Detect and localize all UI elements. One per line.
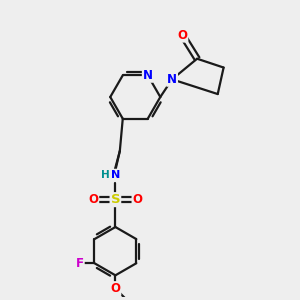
Text: N: N [111, 169, 120, 180]
Text: O: O [133, 193, 142, 206]
Text: O: O [177, 29, 188, 42]
Text: S: S [111, 193, 120, 206]
Text: N: N [103, 171, 113, 181]
Text: H: H [101, 169, 110, 180]
Text: N: N [143, 69, 153, 82]
Text: F: F [76, 257, 84, 270]
Text: O: O [88, 193, 98, 206]
Text: N: N [167, 73, 177, 86]
Text: H: H [105, 171, 114, 181]
Text: O: O [110, 282, 120, 295]
